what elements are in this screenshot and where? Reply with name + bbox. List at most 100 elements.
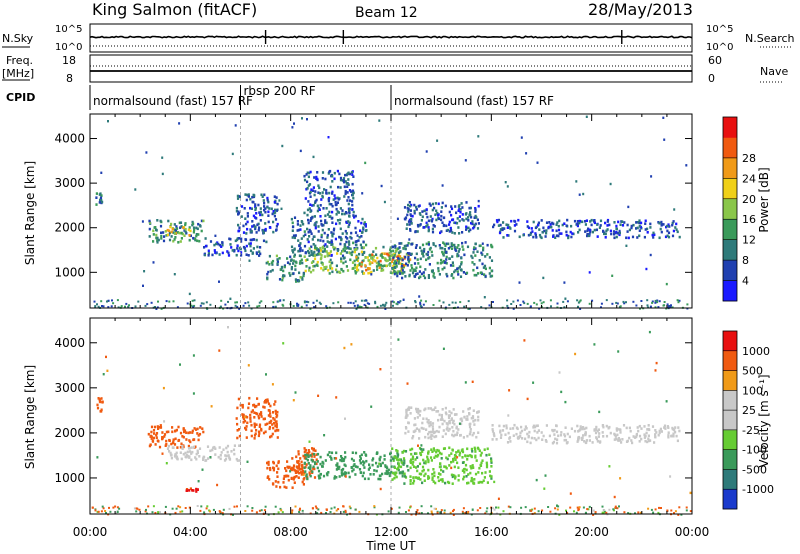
echo-cell [242,421,245,424]
freq-label-line2: [MHz] [2,67,34,80]
echo-cell [426,457,429,461]
echo-cell [374,300,377,303]
echo-cell [407,421,410,424]
echo-cell [420,249,423,253]
echo-cell [244,193,247,196]
echo-cell [356,465,359,469]
echo-cell [477,418,480,422]
echo-cell [294,264,297,268]
echo-cell [184,222,187,225]
echo-cell [307,249,310,253]
echo-cell [449,226,452,230]
echo-cell [415,208,418,211]
echo-cell [257,430,261,434]
echo-cell [138,508,141,511]
echo-cell [96,303,98,306]
echo-cell [635,221,638,224]
echo-cell [563,281,566,284]
echo-cell [171,426,174,429]
echo-cell [249,413,252,417]
echo-cell [304,470,307,473]
echo-cell [457,266,460,270]
echo-cell [646,304,649,307]
echo-cell [448,223,451,226]
echo-cell [333,477,336,480]
echo-cell [425,212,428,215]
echo-cell [373,259,376,262]
echo-cell [352,267,355,270]
echo-cell [367,468,370,471]
echo-cell [312,243,315,246]
echo-cell [170,222,173,226]
echo-cell [497,224,500,227]
echo-cell [305,457,308,460]
echo-cell [301,276,304,280]
echo-cell [448,464,451,467]
echo-cell [275,254,278,258]
echo-cell [513,229,517,233]
echo-cell [448,414,451,417]
echo-cell [393,260,396,263]
echo-cell [450,247,454,250]
echo-cell [321,460,324,464]
echo-cell [444,432,447,436]
echo-cell [404,416,407,419]
echo-cell [301,249,304,252]
echo-cell [320,254,323,257]
echo-cell [416,272,419,275]
echo-cell [558,219,561,223]
echo-cell [413,275,417,278]
echo-cell [566,512,569,514]
echo-cell [339,458,342,462]
echo-cell [463,305,466,308]
echo-cell [218,349,221,352]
echo-cell [258,423,262,427]
echo-cell [440,218,443,222]
echo-cell [413,417,416,420]
echo-cell [255,404,258,408]
echo-cell [200,302,203,305]
echo-cell [451,426,454,429]
echo-cell [527,233,530,237]
echo-cell [662,116,665,119]
echo-cell [336,201,339,204]
echo-cell [300,258,303,262]
echo-cell [435,218,438,222]
echo-cell [278,278,282,281]
echo-cell [469,228,472,232]
echo-cell [321,263,324,266]
echo-cell [406,382,409,385]
echo-cell [569,230,572,234]
echo-cell [311,507,314,510]
echo-cell [333,247,336,251]
echo-cell [372,250,375,253]
echo-cell [424,435,427,439]
echo-cell [196,227,199,231]
echo-cell [488,272,491,275]
echo-cell [269,404,272,408]
echo-cell [245,232,248,235]
echo-cell [427,512,429,515]
echo-cell [346,172,349,176]
echo-cell [282,477,285,481]
echo-cell [227,454,230,457]
echo-cell [577,509,580,512]
echo-cell [445,262,448,265]
echo-cell [270,434,273,438]
echo-cell [454,249,458,252]
echo-cell [188,226,191,229]
echo-cell [298,244,301,247]
echo-cell [252,238,255,241]
echo-cell [443,242,446,246]
echo-cell [298,511,301,513]
echo-cell [109,510,112,513]
echo-cell [303,466,306,470]
echo-cell [262,239,266,243]
echo-cell [267,460,270,464]
echo-cell [359,461,362,465]
echo-cell [643,433,646,436]
echo-cell [382,268,385,272]
echo-cell [392,457,395,461]
echo-cell [505,426,508,430]
echo-cell [363,477,367,481]
